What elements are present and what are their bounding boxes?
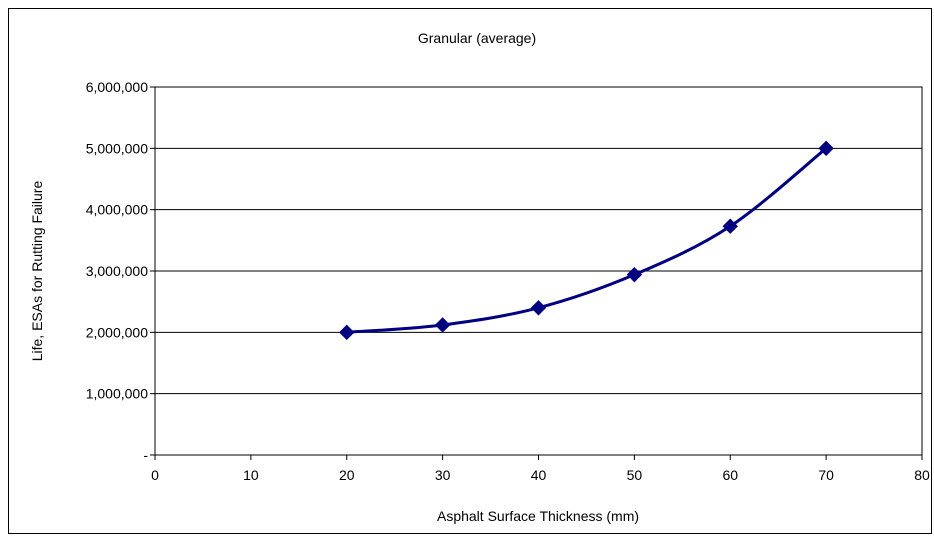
series-line bbox=[346, 147, 828, 334]
x-tick-label: 30 bbox=[435, 467, 451, 483]
x-tick-label: 40 bbox=[531, 467, 547, 483]
data-point-marker bbox=[530, 300, 547, 316]
y-tick-label: 4,000,000 bbox=[86, 202, 148, 218]
y-tick-label: 5,000,000 bbox=[86, 140, 148, 156]
x-tick-label: 60 bbox=[722, 467, 738, 483]
x-tick-label: 80 bbox=[914, 467, 930, 483]
x-axis-label: Asphalt Surface Thickness (mm) bbox=[437, 508, 639, 524]
x-tick-label: 20 bbox=[339, 467, 355, 483]
y-tick-label: 3,000,000 bbox=[86, 263, 148, 279]
x-tick-label: 50 bbox=[627, 467, 643, 483]
y-tick-label: 1,000,000 bbox=[86, 386, 148, 402]
y-axis-label: Life, ESAs for Rutting Failure bbox=[29, 181, 45, 362]
data-point-marker bbox=[722, 218, 738, 234]
data-point-marker bbox=[626, 266, 643, 283]
y-tick-label: 2,000,000 bbox=[86, 324, 148, 340]
data-point-marker bbox=[434, 317, 451, 333]
x-tick-label: 10 bbox=[243, 467, 259, 483]
x-tick-label: 0 bbox=[151, 467, 159, 483]
y-tick-label: 6,000,000 bbox=[86, 79, 148, 95]
data-point-marker bbox=[339, 324, 355, 341]
y-tick-label: - bbox=[143, 447, 148, 463]
data-point-marker bbox=[818, 140, 834, 157]
x-tick-label: 70 bbox=[818, 467, 834, 483]
chart-title: Granular (average) bbox=[418, 30, 536, 46]
